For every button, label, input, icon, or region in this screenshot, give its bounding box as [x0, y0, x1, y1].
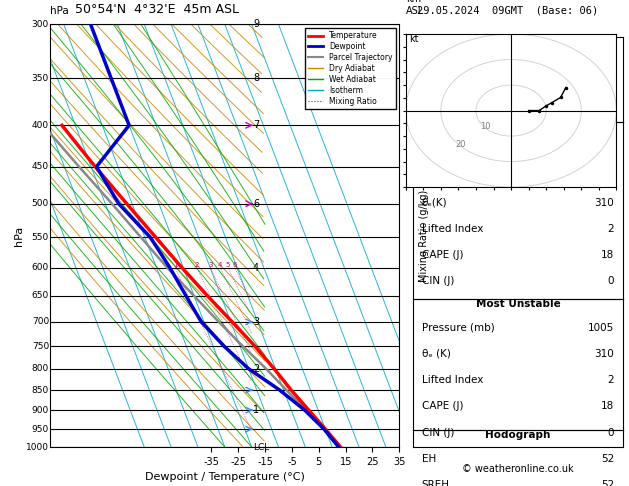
Text: θₑ (K): θₑ (K): [421, 349, 450, 359]
Text: 2.41: 2.41: [591, 89, 615, 100]
Text: Lifted Index: Lifted Index: [421, 224, 483, 234]
Text: 0: 0: [608, 276, 615, 286]
Text: CIN (J): CIN (J): [421, 428, 454, 437]
Text: 0: 0: [608, 428, 615, 437]
Text: © weatheronline.co.uk: © weatheronline.co.uk: [462, 464, 574, 474]
Text: 18: 18: [601, 401, 615, 411]
Text: 500: 500: [31, 199, 49, 208]
Text: 8: 8: [253, 73, 259, 84]
Text: 1: 1: [253, 405, 259, 415]
Text: Temp (°C): Temp (°C): [421, 145, 473, 155]
Text: 1005: 1005: [588, 323, 615, 333]
Text: 300: 300: [31, 20, 49, 29]
Text: kt: kt: [409, 34, 419, 44]
Text: 12.4: 12.4: [591, 172, 615, 181]
Text: 900: 900: [31, 406, 49, 415]
Text: 49: 49: [601, 63, 615, 73]
Text: K: K: [421, 37, 428, 47]
Text: LCL: LCL: [253, 443, 269, 451]
Text: 310: 310: [594, 198, 615, 208]
Text: 28: 28: [601, 37, 615, 47]
Text: km
ASL: km ASL: [406, 0, 425, 16]
Text: Most Unstable: Most Unstable: [476, 299, 560, 309]
Text: 400: 400: [32, 121, 49, 130]
Text: 850: 850: [31, 385, 49, 395]
Text: 2: 2: [608, 224, 615, 234]
Text: 2: 2: [253, 364, 259, 374]
Text: Surface: Surface: [496, 122, 540, 132]
Text: 600: 600: [31, 263, 49, 272]
Text: 350: 350: [31, 74, 49, 83]
Text: θₑ(K): θₑ(K): [421, 198, 447, 208]
Text: 18: 18: [601, 250, 615, 260]
Text: CAPE (J): CAPE (J): [421, 401, 463, 411]
Text: hPa: hPa: [50, 6, 69, 16]
Legend: Temperature, Dewpoint, Parcel Trajectory, Dry Adiabat, Wet Adiabat, Isotherm, Mi: Temperature, Dewpoint, Parcel Trajectory…: [304, 28, 396, 109]
Text: 700: 700: [31, 317, 49, 327]
Text: CAPE (J): CAPE (J): [421, 250, 463, 260]
Text: 800: 800: [31, 364, 49, 373]
Text: 9: 9: [253, 19, 259, 29]
Text: 1: 1: [173, 262, 177, 268]
Text: EH: EH: [421, 454, 436, 464]
Text: 3: 3: [208, 262, 213, 268]
Text: 2: 2: [608, 375, 615, 385]
Text: 750: 750: [31, 342, 49, 350]
Text: CIN (J): CIN (J): [421, 276, 454, 286]
Text: 550: 550: [31, 233, 49, 242]
Text: 52: 52: [601, 480, 615, 486]
Text: 310: 310: [594, 349, 615, 359]
Text: 50°54'N  4°32'E  45m ASL: 50°54'N 4°32'E 45m ASL: [75, 3, 239, 16]
Text: hPa: hPa: [14, 226, 24, 246]
Text: Dewp (°C): Dewp (°C): [421, 172, 475, 181]
Text: 10: 10: [481, 122, 491, 131]
Text: 29.05.2024  09GMT  (Base: 06): 29.05.2024 09GMT (Base: 06): [418, 6, 599, 16]
Text: Hodograph: Hodograph: [486, 430, 551, 440]
Text: Mixing Ratio (g/kg): Mixing Ratio (g/kg): [419, 190, 429, 282]
Text: Pressure (mb): Pressure (mb): [421, 323, 494, 333]
Text: 7: 7: [253, 121, 259, 130]
Text: 6: 6: [253, 199, 259, 208]
Text: 2: 2: [195, 262, 199, 268]
Text: 650: 650: [31, 291, 49, 300]
Text: 950: 950: [31, 425, 49, 434]
Text: 52: 52: [601, 454, 615, 464]
Text: 13.1: 13.1: [591, 145, 615, 155]
Text: 4: 4: [253, 263, 259, 273]
Text: Lifted Index: Lifted Index: [421, 375, 483, 385]
Text: 3: 3: [253, 317, 259, 327]
Text: 20: 20: [455, 140, 465, 149]
Text: 6: 6: [232, 262, 237, 268]
Text: 5: 5: [226, 262, 230, 268]
Text: 4: 4: [218, 262, 223, 268]
Text: PW (cm): PW (cm): [421, 89, 465, 100]
X-axis label: Dewpoint / Temperature (°C): Dewpoint / Temperature (°C): [145, 472, 305, 483]
Text: 1000: 1000: [26, 443, 49, 451]
Text: 450: 450: [32, 162, 49, 171]
Text: SREH: SREH: [421, 480, 450, 486]
Text: Totals Totals: Totals Totals: [421, 63, 485, 73]
